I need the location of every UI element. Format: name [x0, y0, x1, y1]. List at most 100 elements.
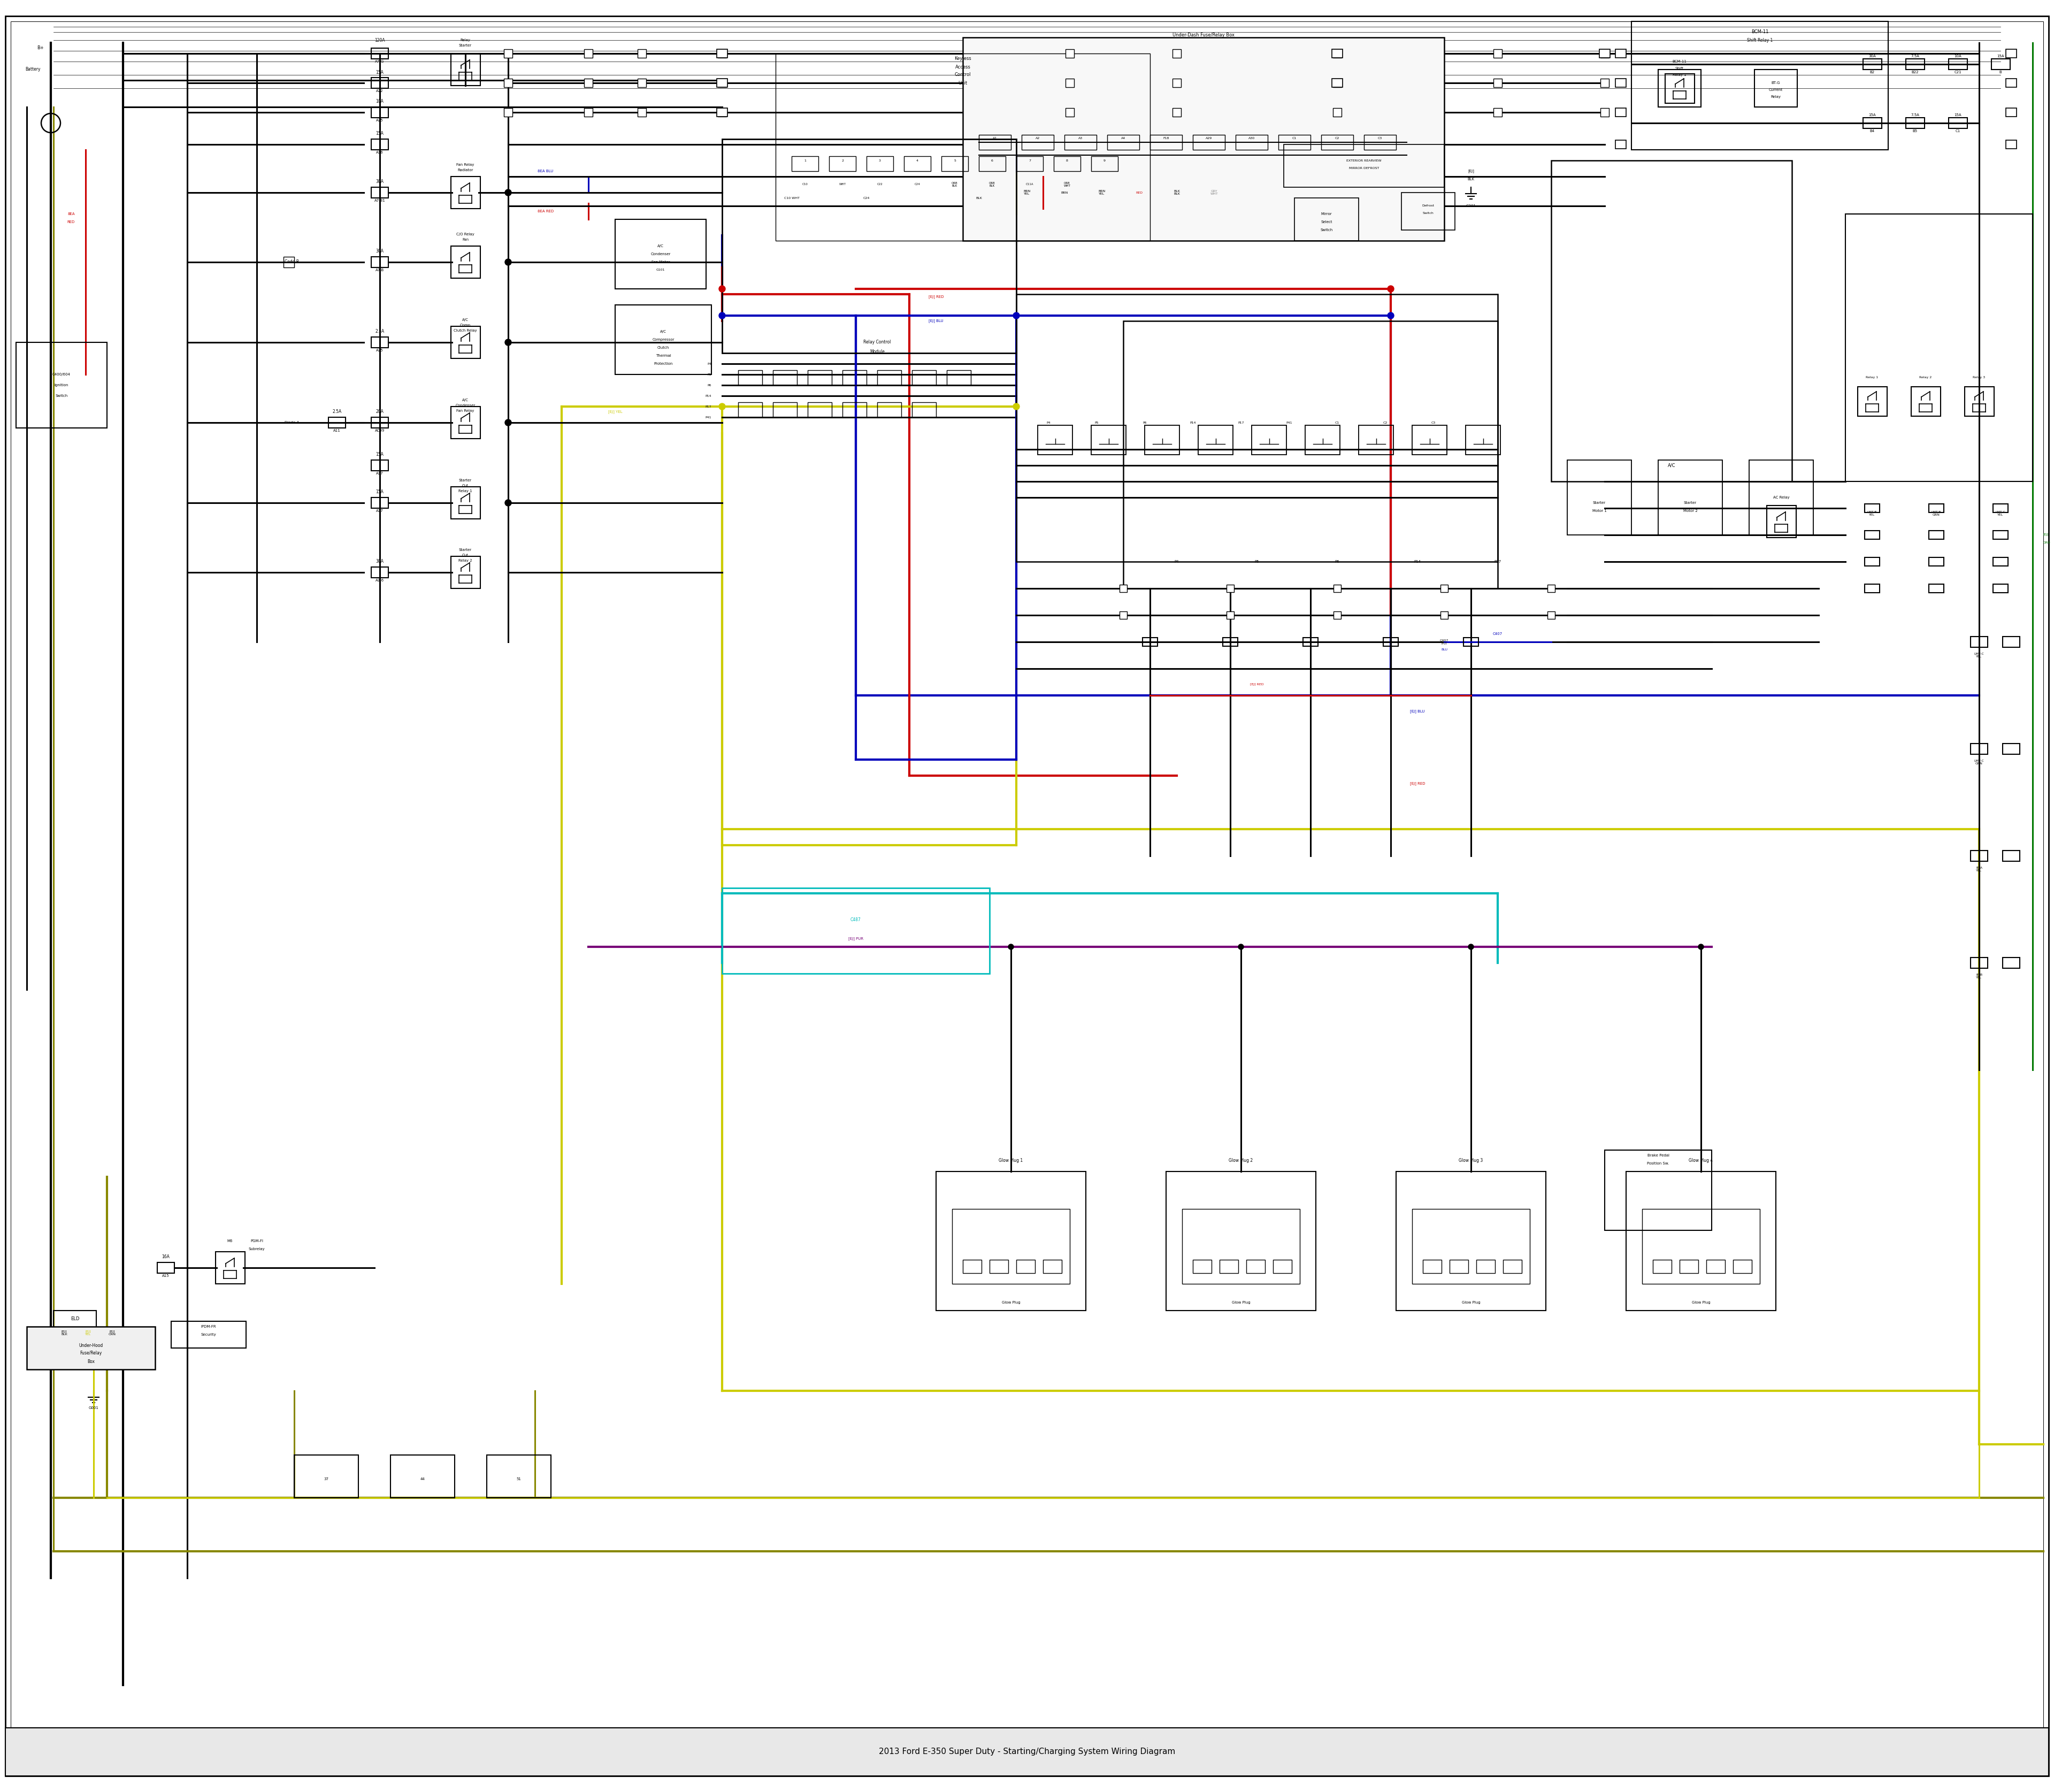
- Bar: [16, 342, 107, 428]
- Text: B22: B22: [1912, 70, 1918, 73]
- Bar: [1929, 504, 1943, 513]
- Bar: [450, 54, 481, 86]
- Text: 30A: 30A: [376, 179, 384, 185]
- Bar: [1551, 161, 1791, 482]
- Bar: [2007, 48, 2017, 57]
- Bar: [372, 77, 388, 88]
- Text: Mirror: Mirror: [1321, 213, 1333, 215]
- Text: P5: P5: [1255, 561, 1259, 563]
- Text: 15A: 15A: [1869, 113, 1875, 116]
- Text: Diode 4: Diode 4: [283, 421, 298, 425]
- Text: C1: C1: [1335, 421, 1339, 425]
- Bar: [1949, 59, 1968, 70]
- Text: A17: A17: [376, 509, 384, 513]
- Text: A7-81: A7-81: [374, 199, 386, 202]
- Circle shape: [1239, 944, 1243, 950]
- Bar: [1929, 584, 1943, 593]
- Text: B5: B5: [1912, 129, 1916, 133]
- Bar: [283, 256, 294, 267]
- Bar: [1423, 1260, 1442, 1272]
- Text: 9: 9: [1103, 159, 1105, 161]
- Text: C3: C3: [1378, 136, 1382, 140]
- Bar: [912, 401, 937, 418]
- Bar: [963, 1260, 982, 1272]
- Bar: [1992, 504, 2009, 513]
- Text: 16A: 16A: [162, 1254, 170, 1260]
- Text: 10A: 10A: [1953, 54, 1962, 57]
- Text: Shift: Shift: [1676, 66, 1684, 70]
- Bar: [1183, 1210, 1300, 1283]
- Bar: [637, 79, 647, 88]
- Text: ORB
BLK: ORB BLK: [990, 181, 996, 188]
- Text: LMT-B
YEL: LMT-B YEL: [1867, 511, 1877, 516]
- Bar: [2007, 79, 2017, 88]
- Bar: [1413, 425, 1446, 455]
- Bar: [1865, 504, 1879, 513]
- Bar: [1992, 557, 2009, 566]
- Text: B4: B4: [1869, 129, 1875, 133]
- Bar: [877, 401, 902, 418]
- Bar: [1493, 48, 1501, 57]
- Circle shape: [505, 190, 511, 195]
- Bar: [1054, 156, 1080, 172]
- Bar: [2003, 744, 2019, 754]
- Text: Glow Plug: Glow Plug: [1232, 1301, 1251, 1305]
- Text: A16: A16: [376, 151, 384, 154]
- Bar: [1440, 584, 1448, 591]
- Bar: [1600, 108, 1608, 116]
- Text: Unit: Unit: [959, 81, 967, 86]
- Bar: [2003, 851, 2019, 862]
- Text: [EJ]
YEL: [EJ] YEL: [86, 1330, 90, 1335]
- Bar: [1064, 134, 1097, 151]
- Text: G301: G301: [1467, 204, 1477, 208]
- Text: 30A: 30A: [1869, 54, 1875, 57]
- Bar: [1614, 79, 1627, 88]
- Text: 51: 51: [516, 1477, 522, 1480]
- Text: 15A: 15A: [376, 131, 384, 136]
- Bar: [614, 305, 711, 375]
- Bar: [723, 889, 990, 973]
- Bar: [1167, 1172, 1317, 1310]
- Text: C10 WHT: C10 WHT: [785, 197, 799, 199]
- Text: BLK: BLK: [976, 197, 982, 199]
- Bar: [2007, 140, 2017, 149]
- Text: 120A: 120A: [374, 38, 384, 43]
- Bar: [170, 1321, 246, 1348]
- Text: 2.5A: 2.5A: [333, 410, 341, 414]
- Text: BLK: BLK: [1467, 177, 1475, 181]
- Bar: [1364, 134, 1397, 151]
- Circle shape: [719, 403, 725, 410]
- Bar: [1600, 48, 1610, 57]
- Text: 7.5A: 7.5A: [1910, 113, 1918, 116]
- Bar: [1450, 1260, 1469, 1272]
- Bar: [1949, 118, 1968, 129]
- Bar: [830, 156, 857, 172]
- Text: 8EA: 8EA: [68, 213, 74, 215]
- Bar: [53, 1310, 97, 1337]
- Text: P17: P17: [1493, 561, 1501, 563]
- Bar: [1220, 1260, 1239, 1272]
- Text: IPDM-FR: IPDM-FR: [201, 1324, 216, 1328]
- Bar: [953, 1210, 1070, 1283]
- Bar: [372, 498, 388, 509]
- Text: WHT: WHT: [838, 183, 846, 186]
- Bar: [1970, 744, 1988, 754]
- Text: A29: A29: [1206, 136, 1212, 140]
- Text: PGM-FI: PGM-FI: [251, 1240, 263, 1242]
- Bar: [1302, 638, 1319, 647]
- Bar: [1906, 118, 1925, 129]
- Text: G001: G001: [88, 1407, 99, 1410]
- Bar: [842, 371, 867, 385]
- Bar: [1600, 48, 1608, 57]
- Text: RED: RED: [1136, 192, 1142, 194]
- Text: 4: 4: [916, 159, 918, 161]
- Bar: [1144, 425, 1179, 455]
- Text: [EJ]
BLK: [EJ] BLK: [62, 1330, 68, 1335]
- Text: Glow Plug 3: Glow Plug 3: [1458, 1158, 1483, 1163]
- Text: Comp: Comp: [460, 324, 470, 326]
- Text: A17: A17: [376, 471, 384, 475]
- Circle shape: [719, 285, 725, 292]
- Bar: [1091, 156, 1117, 172]
- Bar: [1091, 425, 1126, 455]
- Text: A15: A15: [162, 1274, 170, 1278]
